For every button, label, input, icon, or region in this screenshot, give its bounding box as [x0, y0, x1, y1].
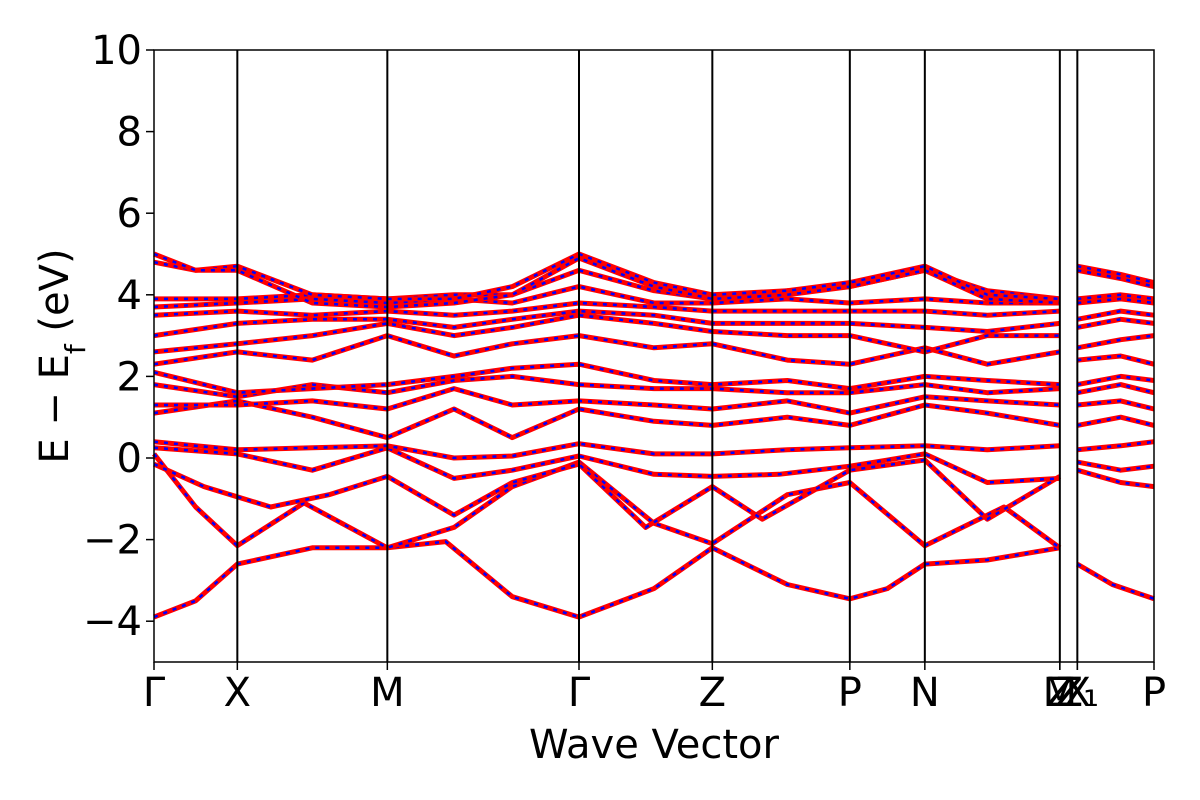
y-tick-label-6: 8: [117, 110, 142, 156]
band-line-dash-7: [153, 440, 1060, 460]
x-tick-label-1: X: [224, 670, 251, 716]
band-line-32: [1076, 267, 1155, 290]
x-tick-label-5: P: [838, 670, 862, 716]
y-axis-title-main: E − E: [32, 354, 78, 464]
y-axis-title-unit: (eV): [32, 248, 78, 344]
band-line-22: [1076, 316, 1155, 330]
x-tick-label-6: N: [910, 670, 940, 716]
x-tick-label-9: Z₁: [1056, 670, 1099, 716]
x-tick-label-2: M: [370, 670, 405, 716]
band-line-6: [1076, 459, 1155, 473]
band-line-10: [1076, 414, 1155, 428]
band-line-dash-12: [1077, 399, 1155, 411]
band-line-dash-23: [153, 301, 1060, 317]
band-line-dash-11: [154, 387, 1060, 415]
band-line-dash-1: [1076, 563, 1155, 600]
band-line-24: [1076, 308, 1155, 322]
band-line-dash-8: [1077, 440, 1155, 452]
band-line-16: [1076, 373, 1155, 388]
band-line-dash-19: [153, 313, 1060, 354]
x-tick-label-3: Γ: [568, 670, 591, 716]
y-tick-label-7: 10: [91, 28, 142, 74]
band-lines: [152, 251, 1155, 620]
band-line-dash-28: [1077, 293, 1155, 301]
band-line-dash-5: [153, 446, 1060, 484]
y-tick-label-5: 6: [117, 191, 142, 237]
x-tick-label-8: Z: [1046, 670, 1073, 716]
y-tick-label-2: 0: [117, 436, 142, 482]
y-tick-label-3: 2: [117, 354, 142, 400]
band-line-dash-9: [153, 399, 1061, 439]
band-line-4: [1076, 467, 1155, 490]
y-tick-label-1: −2: [83, 518, 142, 564]
band-line-dash-26: [1077, 297, 1155, 305]
y-tick-label-4: 4: [117, 273, 142, 319]
y-axis-title: E − Ef (eV): [32, 248, 92, 463]
band-line-dash-18: [1077, 354, 1155, 366]
x-tick-label-11: P: [1142, 670, 1166, 716]
band-line-dash-15: [153, 362, 1060, 394]
band-line-0: [153, 539, 1061, 620]
band-line-dash-31: [153, 252, 1060, 309]
band-line-20: [1076, 333, 1155, 351]
plot-frame: [153, 49, 1155, 663]
high-symmetry-lines: [236, 50, 1079, 662]
band-line-dash-25: [153, 285, 1060, 309]
y-tick-label-0: −4: [83, 599, 142, 645]
x-tick-label-10: X: [1064, 670, 1091, 716]
y-axis-title-sub: f: [59, 343, 92, 354]
x-axis-title: Wave Vector: [529, 722, 780, 768]
band-line-30: [1076, 263, 1155, 286]
x-tick-label-0: Γ: [143, 670, 166, 716]
x-tick-label-4: Z: [699, 670, 726, 716]
band-line-14: [1076, 382, 1155, 396]
band-line-dash-21: [153, 309, 1060, 337]
x-tick-label-7: M: [1043, 670, 1078, 716]
